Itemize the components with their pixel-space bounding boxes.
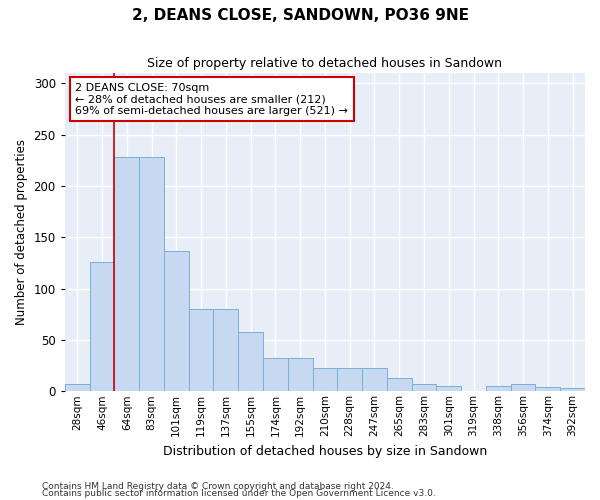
Bar: [263, 358, 288, 392]
Bar: [337, 368, 362, 392]
Bar: [288, 358, 313, 392]
Text: 2 DEANS CLOSE: 70sqm
← 28% of detached houses are smaller (212)
69% of semi-deta: 2 DEANS CLOSE: 70sqm ← 28% of detached h…: [75, 82, 348, 116]
Bar: [511, 384, 535, 392]
Bar: [89, 262, 115, 392]
Bar: [486, 386, 511, 392]
Bar: [313, 368, 337, 392]
Bar: [188, 309, 214, 392]
Bar: [238, 332, 263, 392]
Bar: [65, 384, 89, 392]
X-axis label: Distribution of detached houses by size in Sandown: Distribution of detached houses by size …: [163, 444, 487, 458]
Bar: [115, 157, 139, 392]
Bar: [387, 378, 412, 392]
Bar: [436, 386, 461, 392]
Bar: [139, 157, 164, 392]
Bar: [560, 388, 585, 392]
Bar: [362, 368, 387, 392]
Bar: [214, 309, 238, 392]
Bar: [412, 384, 436, 392]
Y-axis label: Number of detached properties: Number of detached properties: [15, 139, 28, 325]
Title: Size of property relative to detached houses in Sandown: Size of property relative to detached ho…: [148, 58, 502, 70]
Text: Contains public sector information licensed under the Open Government Licence v3: Contains public sector information licen…: [42, 489, 436, 498]
Bar: [164, 250, 188, 392]
Text: Contains HM Land Registry data © Crown copyright and database right 2024.: Contains HM Land Registry data © Crown c…: [42, 482, 394, 491]
Bar: [535, 387, 560, 392]
Text: 2, DEANS CLOSE, SANDOWN, PO36 9NE: 2, DEANS CLOSE, SANDOWN, PO36 9NE: [131, 8, 469, 22]
